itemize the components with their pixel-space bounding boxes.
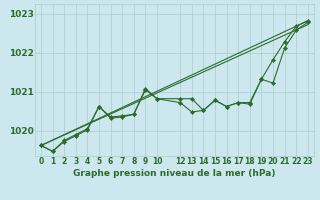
X-axis label: Graphe pression niveau de la mer (hPa): Graphe pression niveau de la mer (hPa) <box>73 169 276 178</box>
